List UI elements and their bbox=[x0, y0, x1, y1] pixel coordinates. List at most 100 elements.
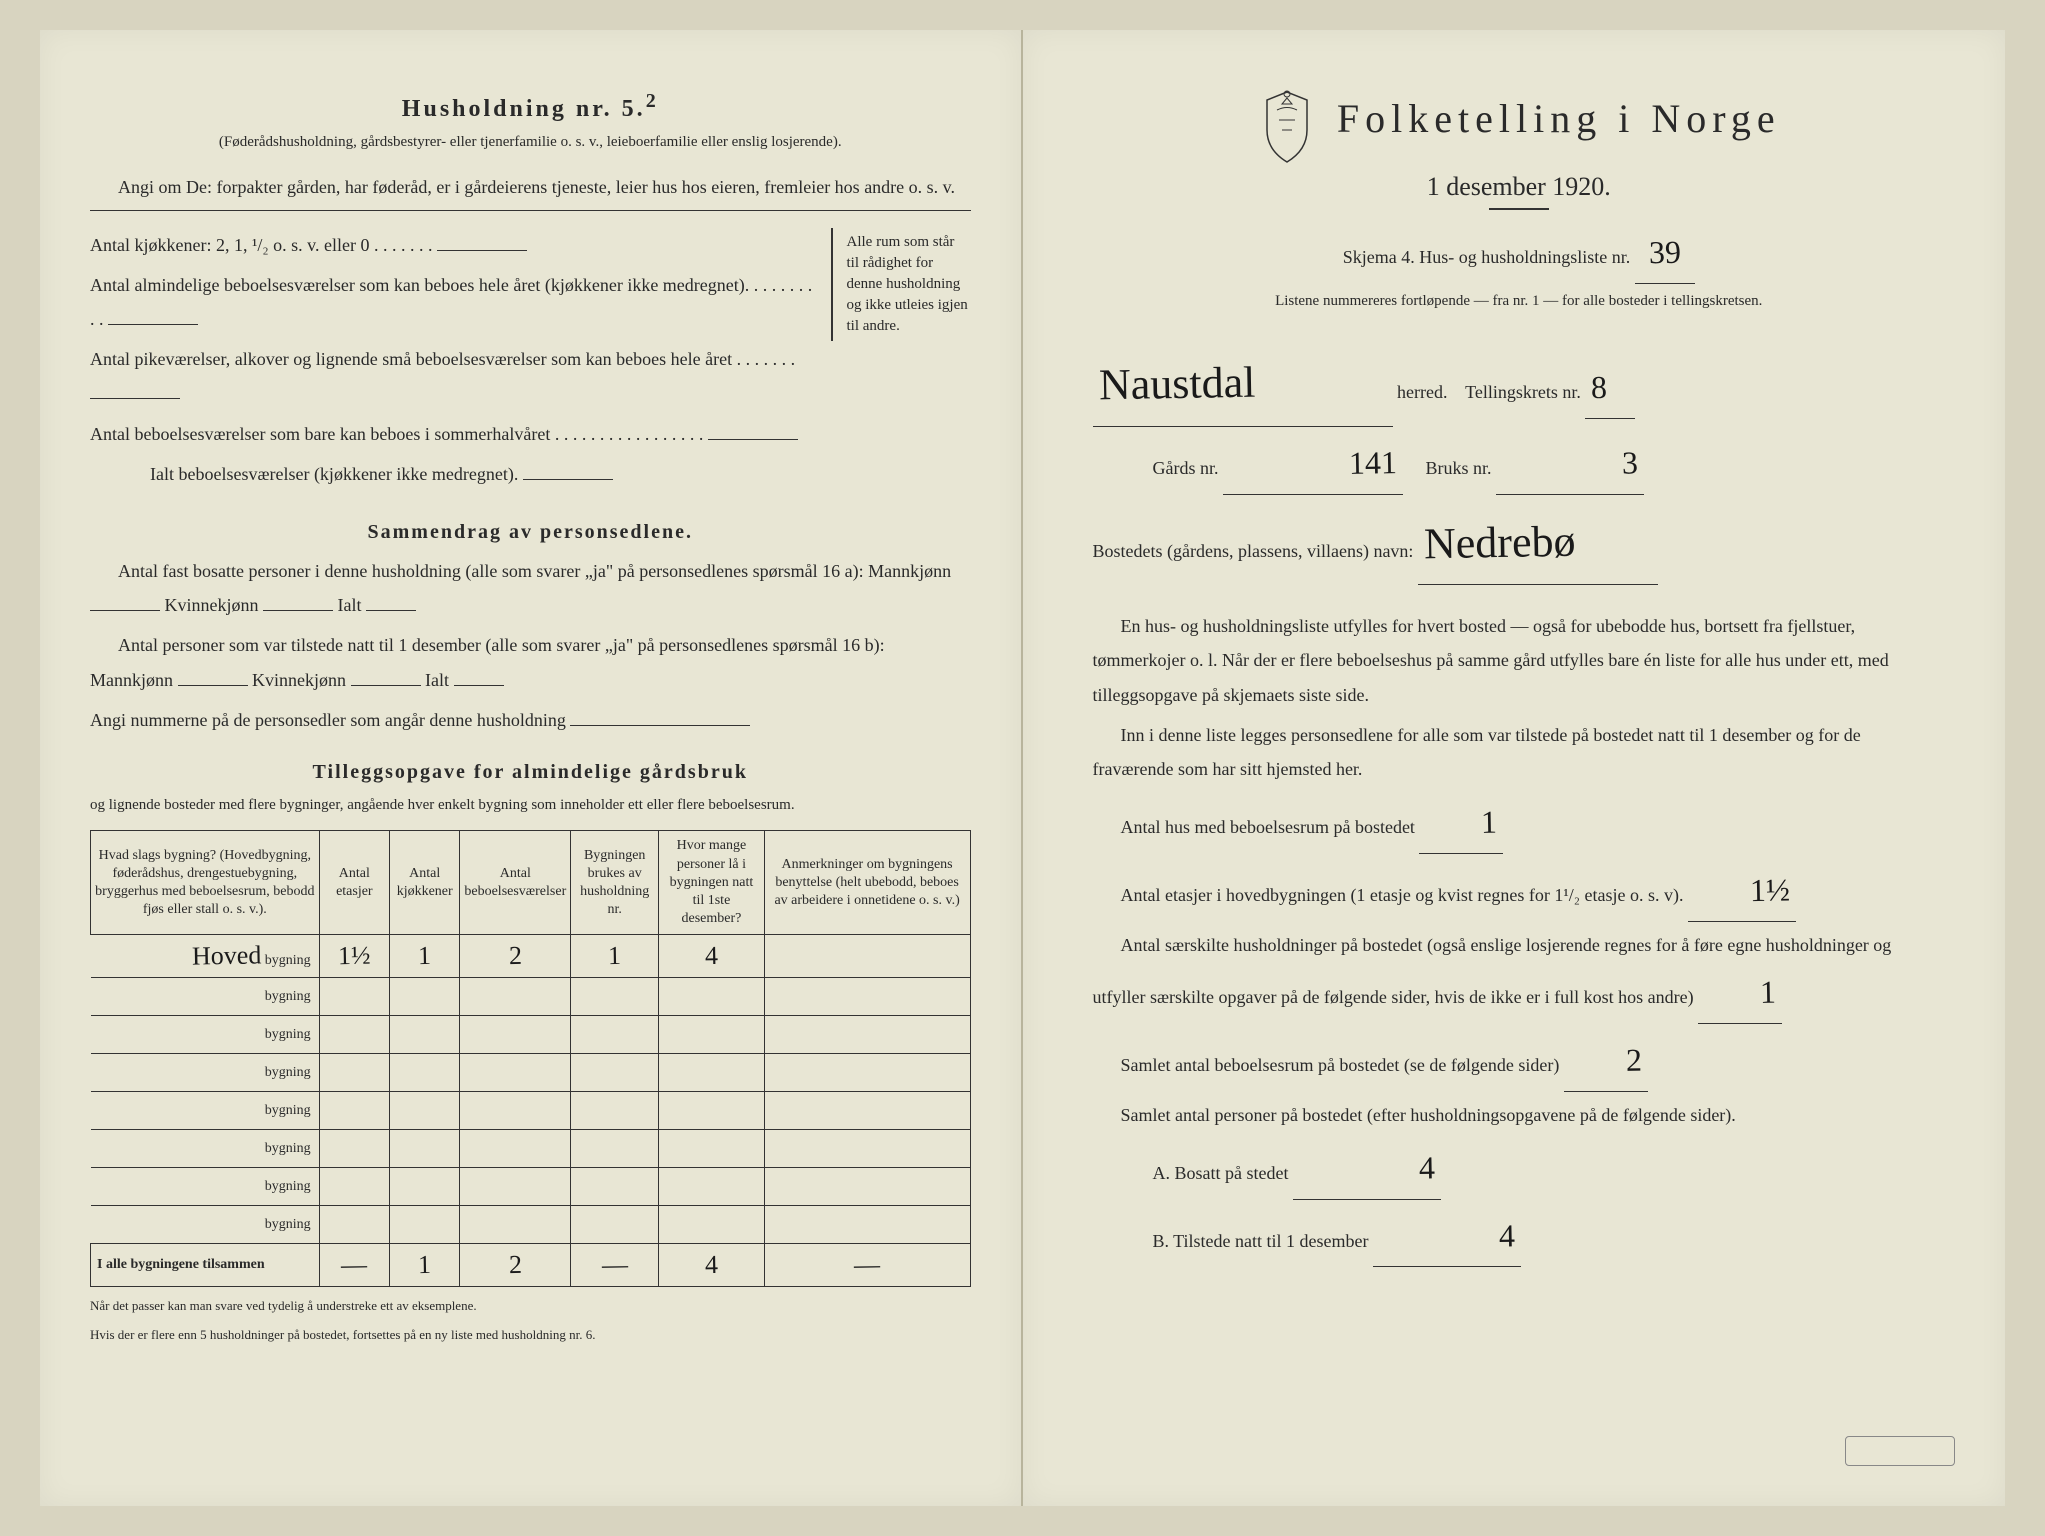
r1c1: 1½ bbox=[319, 935, 389, 978]
ialt-field1 bbox=[366, 610, 416, 611]
antal-hus-field: 1 bbox=[1419, 792, 1503, 854]
table-row: bygning bbox=[91, 1092, 971, 1130]
tellingskrets-value: 8 bbox=[1591, 357, 1608, 418]
bruks-field: 3 bbox=[1496, 433, 1644, 495]
tilstede-line: B. Tilstede natt til 1 desember 4 bbox=[1093, 1206, 1946, 1268]
tc4: — bbox=[571, 1244, 659, 1287]
summary-title: Sammendrag av personsedlene. bbox=[90, 521, 971, 544]
mann-field1 bbox=[90, 610, 160, 611]
census-date: 1 desember 1920. bbox=[1093, 172, 1946, 202]
ialt-label2: Ialt bbox=[425, 670, 449, 690]
total-label: I alle bygningene tilsammen bbox=[91, 1244, 320, 1287]
row1-label: Hoved bygning bbox=[91, 935, 320, 978]
antal-hush-line: Antal særskilte husholdninger på bostede… bbox=[1093, 928, 1946, 1024]
th-2: Antal kjøkkener bbox=[390, 831, 460, 935]
summary-l3: Angi nummerne på de personsedler som ang… bbox=[90, 710, 566, 730]
rooms3-label: Antal beboelsesværelser som bare kan beb… bbox=[90, 424, 550, 444]
bosatt-field: 4 bbox=[1293, 1138, 1441, 1200]
household-heading: Husholdning nr. 5.2 bbox=[90, 90, 971, 123]
footnote2: Hvis der er flere enn 5 husholdninger på… bbox=[90, 1326, 971, 1344]
antal-etasjer-value: 1½ bbox=[1722, 859, 1791, 921]
summary-l1: Antal fast bosatte personer i denne hush… bbox=[118, 561, 951, 581]
herred-value: Naustdal bbox=[1098, 341, 1256, 427]
bosted-value: Nedrebø bbox=[1423, 499, 1576, 585]
rooms-total-label: Ialt beboelsesværelser (kjøkkener ikke m… bbox=[150, 464, 518, 484]
tellingskrets-label: Tellingskrets nr. bbox=[1465, 382, 1581, 402]
bosted-field: Nedrebø bbox=[1418, 501, 1658, 586]
skjema-value: 39 bbox=[1648, 222, 1681, 283]
r1c4: 1 bbox=[571, 935, 659, 978]
samlet-bebo-value: 2 bbox=[1597, 1029, 1642, 1091]
samlet-bebo-line: Samlet antal beboelsesrum på bostedet (s… bbox=[1093, 1030, 1946, 1092]
rooms2-field bbox=[90, 398, 180, 399]
bosatt-line: A. Bosatt på stedet 4 bbox=[1093, 1138, 1946, 1200]
antal-etasjer-field: 1½ bbox=[1688, 860, 1796, 922]
table-row: bygning bbox=[91, 1016, 971, 1054]
kitchens-field bbox=[437, 250, 527, 251]
tillegg-sub: og lignende bosteder med flere bygninger… bbox=[90, 794, 971, 817]
rooms-total: Ialt beboelsesværelser (kjøkkener ikke m… bbox=[90, 457, 821, 491]
archive-stamp bbox=[1845, 1436, 1955, 1466]
nummer-field bbox=[570, 725, 750, 726]
table-row: bygning bbox=[91, 1054, 971, 1092]
right-page: Folketelling i Norge 1 desember 1920. Sk… bbox=[1023, 30, 2006, 1506]
rooms1-label: Antal almindelige beboelsesværelser som … bbox=[90, 275, 749, 295]
kitchens-label: Antal kjøkkener: 2, 1, ¹/₂ o. s. v. elle… bbox=[90, 235, 369, 255]
rooms2-label: Antal pikeværelser, alkover og lignende … bbox=[90, 349, 732, 369]
antal-hus-label: Antal hus med beboelsesrum på bostedet bbox=[1121, 817, 1415, 837]
rooms3-field bbox=[708, 439, 798, 440]
th-5: Hvor mange personer lå i bygningen natt … bbox=[659, 831, 765, 935]
antal-hus-value: 1 bbox=[1453, 792, 1498, 854]
antal-hush-field: 1 bbox=[1698, 962, 1782, 1024]
listene: Listene nummereres fortløpende — fra nr.… bbox=[1093, 290, 1946, 313]
antal-etasjer-label: Antal etasjer i hovedbygningen (1 etasje… bbox=[1121, 885, 1684, 905]
rooms3: Antal beboelsesværelser som bare kan beb… bbox=[90, 417, 821, 451]
r1c6 bbox=[764, 935, 970, 978]
samlet-bebo-label: Samlet antal beboelsesrum på bostedet (s… bbox=[1121, 1055, 1560, 1075]
household-subtitle: (Føderådshusholdning, gårdsbestyrer- ell… bbox=[90, 131, 971, 154]
samlet-pers-line: Samlet antal personer på bostedet (efter… bbox=[1093, 1098, 1946, 1132]
bosted-line: Bostedets (gårdens, plassens, villaens) … bbox=[1093, 501, 1946, 586]
tc1: — bbox=[319, 1244, 389, 1287]
rooms-block: Antal kjøkkener: 2, 1, ¹/₂ o. s. v. elle… bbox=[90, 228, 971, 497]
summary-line3: Angi nummerne på de personsedler som ang… bbox=[90, 703, 971, 737]
left-page: Husholdning nr. 5.2 (Føderådshusholdning… bbox=[40, 30, 1023, 1506]
row1-handwritten: Hoved bbox=[192, 941, 262, 972]
bruks-value: 3 bbox=[1561, 432, 1638, 494]
tilstede-label: B. Tilstede natt til 1 desember bbox=[1153, 1231, 1369, 1251]
th-4: Bygningen brukes av husholdning nr. bbox=[571, 831, 659, 935]
rooms2: Antal pikeværelser, alkover og lignende … bbox=[90, 342, 821, 410]
gards-line: Gårds nr. 141 Bruks nr. 3 bbox=[1093, 433, 1946, 495]
mann-field2 bbox=[178, 685, 248, 686]
herred-field: Naustdal bbox=[1093, 342, 1393, 427]
kitchens-line: Antal kjøkkener: 2, 1, ¹/₂ o. s. v. elle… bbox=[90, 228, 821, 262]
th-3: Antal beboelsesværelser bbox=[460, 831, 571, 935]
herred-label: herred. bbox=[1397, 382, 1447, 402]
antal-hus-line: Antal hus med beboelsesrum på bostedet 1 bbox=[1093, 792, 1946, 854]
building-table: Hvad slags bygning? (Hovedbygning, føder… bbox=[90, 830, 971, 1287]
kvinne-label1: Kvinnekjønn bbox=[165, 595, 259, 615]
para2: Inn i denne liste legges personsedlene f… bbox=[1093, 718, 1946, 786]
ialt-label1: Ialt bbox=[338, 595, 362, 615]
tc5: 4 bbox=[659, 1244, 765, 1287]
tilstede-field: 4 bbox=[1373, 1206, 1521, 1268]
skjema-line: Skjema 4. Hus- og husholdningsliste nr. … bbox=[1093, 222, 1946, 284]
rule bbox=[90, 210, 971, 211]
samlet-bebo-field: 2 bbox=[1564, 1030, 1648, 1092]
gards-value: 141 bbox=[1288, 432, 1397, 495]
tillegg-title: Tilleggsopgave for almindelige gårdsbruk bbox=[90, 761, 971, 784]
skjema-field: 39 bbox=[1635, 222, 1695, 284]
brace-note: Alle rum som står til rådighet for denne… bbox=[831, 228, 971, 341]
summary-line1: Antal fast bosatte personer i denne hush… bbox=[90, 554, 971, 622]
ialt-field2 bbox=[454, 685, 504, 686]
th-1: Antal etasjer bbox=[319, 831, 389, 935]
table-row: bygning bbox=[91, 1168, 971, 1206]
bosatt-label: A. Bosatt på stedet bbox=[1153, 1163, 1289, 1183]
household-desc: Angi om De: forpakter gården, har føderå… bbox=[90, 170, 971, 204]
coat-of-arms-icon bbox=[1257, 90, 1317, 166]
kvinne-field2 bbox=[351, 685, 421, 686]
rooms1-field bbox=[108, 324, 198, 325]
th-6: Anmerkninger om bygningens benyttelse (h… bbox=[764, 831, 970, 935]
bosatt-value: 4 bbox=[1358, 1137, 1435, 1199]
r1c5: 4 bbox=[659, 935, 765, 978]
